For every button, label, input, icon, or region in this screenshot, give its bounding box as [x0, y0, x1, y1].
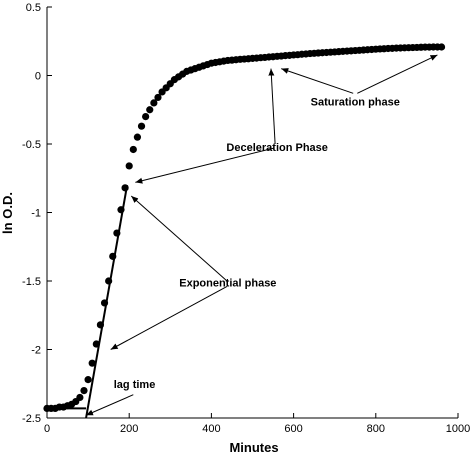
y-tick-label: -0.5 [22, 139, 41, 151]
annotation-label: Deceleration Phase [226, 142, 328, 154]
data-point [117, 206, 125, 214]
annotation-arrow [110, 286, 228, 350]
data-point [142, 113, 150, 121]
y-tick-label: -2.5 [22, 413, 41, 425]
data-point [437, 43, 446, 51]
x-tick-label: 200 [120, 423, 138, 435]
annotation-arrow [135, 147, 274, 184]
data-point [105, 277, 113, 285]
data-point [129, 145, 137, 154]
data-point [154, 93, 162, 102]
y-tick-label: -2 [31, 345, 41, 357]
data-point [96, 321, 105, 329]
data-point [100, 299, 109, 307]
data-point [125, 162, 133, 170]
annotation-arrow [281, 68, 354, 94]
data-point [113, 229, 121, 237]
x-tick-label: 600 [284, 423, 302, 435]
plot-frame [46, 7, 458, 419]
x-tick-label: 1000 [446, 423, 470, 435]
data-point [137, 122, 146, 130]
data-point [80, 387, 88, 395]
y-tick-label: 0.5 [26, 2, 41, 14]
x-ticks: 0 200 400 600 800 1000 [44, 413, 470, 435]
y-tick-label: -1.5 [22, 276, 41, 288]
data-point [121, 184, 129, 192]
data-points [43, 43, 446, 413]
annotation-arrow [357, 54, 438, 94]
annotation-arrow [85, 394, 134, 416]
annotation-label: Exponential phase [179, 277, 276, 289]
x-tick-label: 400 [202, 423, 220, 435]
data-point [92, 340, 100, 348]
annotation-label: lag time [114, 379, 156, 391]
annotation-arrow [130, 195, 228, 282]
x-axis-label: Minutes [229, 440, 278, 455]
y-ticks: -2.5 -2 -1.5 -1 -0.5 0 0.5 [22, 2, 52, 425]
data-point [88, 359, 96, 367]
annotation-arrow [268, 68, 276, 145]
data-point [133, 133, 142, 141]
data-point [76, 393, 84, 402]
data-point [150, 99, 158, 107]
data-point [84, 376, 92, 384]
y-axis-label: ln O.D. [0, 192, 15, 234]
data-point [109, 252, 117, 260]
annotation-label: Saturation phase [311, 97, 400, 109]
data-point [146, 106, 154, 114]
x-tick-label: 0 [44, 423, 50, 435]
annotations: Saturation phase Deceleration Phase Expone… [85, 54, 438, 416]
y-tick-label: 0 [35, 71, 41, 83]
x-tick-label: 800 [367, 423, 385, 435]
y-tick-label: -1 [31, 208, 41, 220]
